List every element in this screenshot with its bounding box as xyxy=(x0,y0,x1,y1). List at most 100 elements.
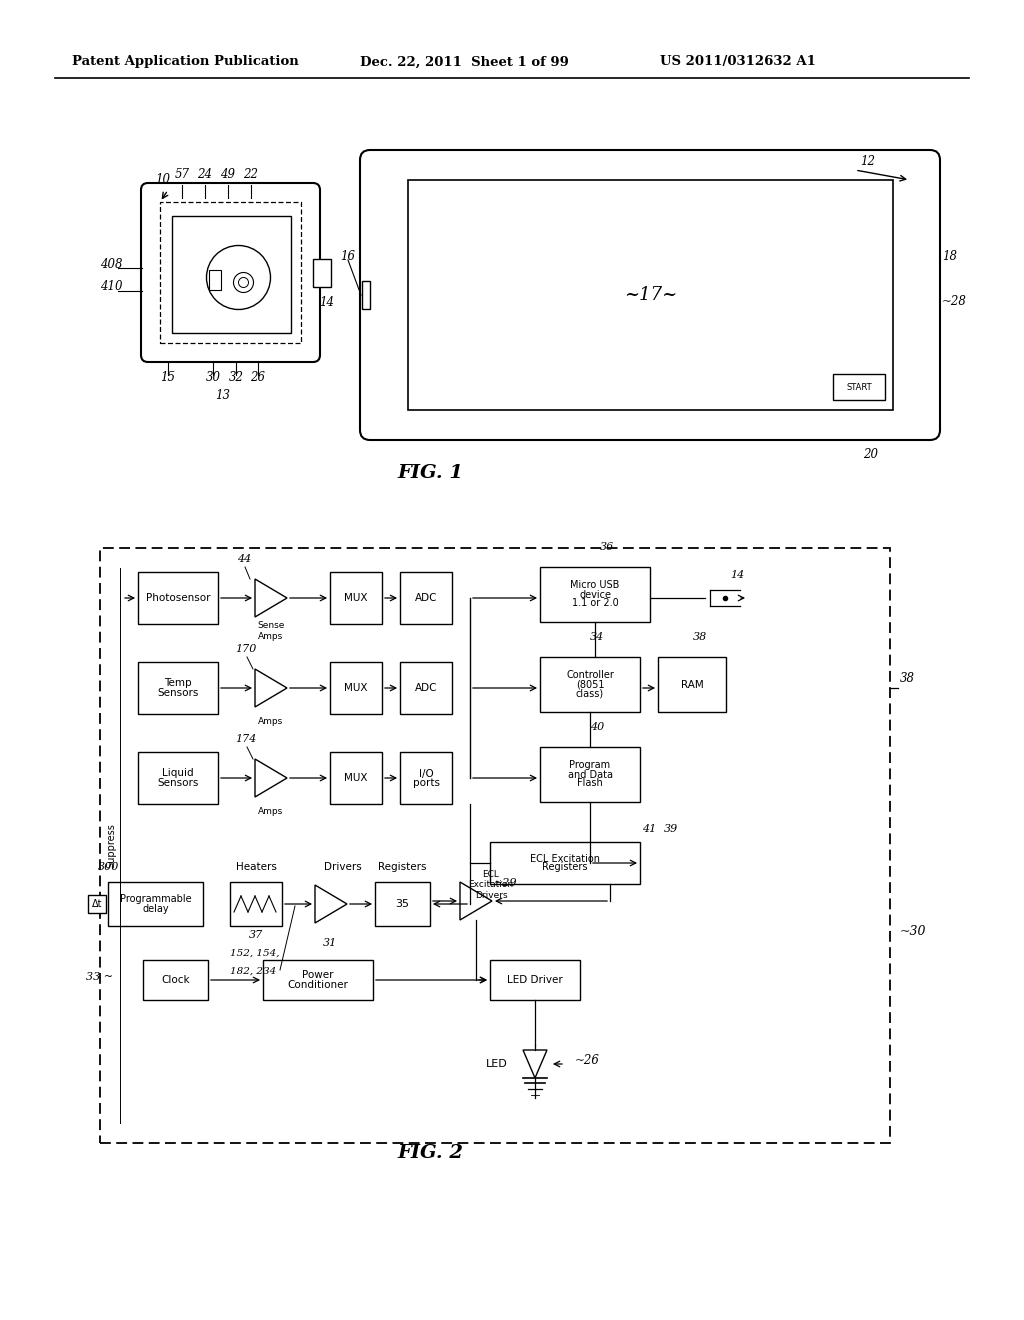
Bar xyxy=(400,663,452,714)
Text: Controller: Controller xyxy=(566,671,614,681)
Text: MUX: MUX xyxy=(344,774,368,783)
Text: 37: 37 xyxy=(249,931,263,940)
Text: FIG. 2: FIG. 2 xyxy=(397,1144,463,1162)
Text: Power: Power xyxy=(302,970,334,981)
Text: Δt: Δt xyxy=(92,899,102,909)
Text: Registers: Registers xyxy=(378,862,427,873)
Text: 33 ~: 33 ~ xyxy=(86,972,113,982)
Text: Heaters: Heaters xyxy=(236,862,276,873)
Text: Programmable: Programmable xyxy=(120,895,191,904)
Bar xyxy=(375,882,430,927)
Text: Flash: Flash xyxy=(578,779,603,788)
Text: 32: 32 xyxy=(228,371,244,384)
Text: 15: 15 xyxy=(161,371,175,384)
Text: Clock: Clock xyxy=(161,975,189,985)
Polygon shape xyxy=(315,884,347,923)
Text: ECL Excitation: ECL Excitation xyxy=(530,854,600,863)
Text: Temp: Temp xyxy=(164,678,191,689)
Bar xyxy=(400,752,452,804)
Text: LED: LED xyxy=(486,1059,508,1069)
Text: FIG. 1: FIG. 1 xyxy=(397,465,463,482)
Text: Amps: Amps xyxy=(258,717,284,726)
Bar xyxy=(490,842,640,884)
Text: 41: 41 xyxy=(642,824,656,834)
Bar xyxy=(100,548,890,1143)
Text: Amps: Amps xyxy=(258,807,284,816)
Text: Sensors: Sensors xyxy=(158,688,199,697)
Text: 16: 16 xyxy=(340,249,355,263)
Text: ~29: ~29 xyxy=(494,878,517,888)
Text: Dec. 22, 2011  Sheet 1 of 99: Dec. 22, 2011 Sheet 1 of 99 xyxy=(360,55,569,69)
Bar xyxy=(540,747,640,803)
Text: 40: 40 xyxy=(590,722,604,733)
Bar xyxy=(490,960,580,1001)
Bar xyxy=(172,216,291,333)
Text: 34: 34 xyxy=(590,632,604,642)
Text: 14: 14 xyxy=(730,570,744,579)
Polygon shape xyxy=(255,759,287,797)
Bar xyxy=(408,180,893,411)
Text: class): class) xyxy=(575,689,604,698)
Bar xyxy=(138,572,218,624)
Text: Sensors: Sensors xyxy=(158,777,199,788)
Text: Program: Program xyxy=(569,760,610,771)
Polygon shape xyxy=(255,579,287,616)
Text: 152, 154,: 152, 154, xyxy=(230,949,280,958)
Text: 13: 13 xyxy=(215,389,230,403)
Bar xyxy=(160,202,301,343)
Bar xyxy=(138,752,218,804)
Polygon shape xyxy=(523,1049,547,1078)
Text: START: START xyxy=(846,383,871,392)
Text: 39: 39 xyxy=(664,824,678,834)
Text: 174: 174 xyxy=(234,734,256,744)
Bar xyxy=(313,259,331,286)
Text: I/O: I/O xyxy=(419,768,433,779)
Text: ~28: ~28 xyxy=(942,294,967,308)
Text: ~17~: ~17~ xyxy=(624,286,677,304)
Bar xyxy=(330,572,382,624)
Bar xyxy=(400,572,452,624)
Text: 30: 30 xyxy=(206,371,220,384)
Text: 31: 31 xyxy=(323,939,337,948)
Bar xyxy=(833,374,885,400)
Text: and Data: and Data xyxy=(567,770,612,780)
Text: 10: 10 xyxy=(155,173,170,186)
Text: 14: 14 xyxy=(319,297,335,309)
Text: Suppress: Suppress xyxy=(106,824,116,869)
Bar xyxy=(138,663,218,714)
Text: Conditioner: Conditioner xyxy=(288,979,348,990)
Text: 22: 22 xyxy=(244,168,258,181)
Text: 57: 57 xyxy=(174,168,189,181)
Text: (8051: (8051 xyxy=(575,680,604,689)
Text: delay: delay xyxy=(142,903,169,913)
Text: LED Driver: LED Driver xyxy=(507,975,563,985)
Text: Micro USB: Micro USB xyxy=(570,581,620,590)
Text: Photosensor: Photosensor xyxy=(145,593,210,603)
Text: 18: 18 xyxy=(942,249,957,263)
Text: Patent Application Publication: Patent Application Publication xyxy=(72,55,299,69)
Text: MUX: MUX xyxy=(344,682,368,693)
Text: ~26: ~26 xyxy=(575,1053,600,1067)
Bar xyxy=(209,269,220,289)
Bar xyxy=(108,882,203,927)
Bar xyxy=(540,657,640,711)
Text: 1.1 or 2.0: 1.1 or 2.0 xyxy=(571,598,618,609)
Text: Drivers: Drivers xyxy=(324,862,361,873)
Text: 24: 24 xyxy=(198,168,213,181)
Bar xyxy=(330,663,382,714)
Bar xyxy=(263,960,373,1001)
Bar xyxy=(540,568,650,622)
Text: 38: 38 xyxy=(900,672,915,685)
Polygon shape xyxy=(460,882,492,920)
Text: 36: 36 xyxy=(600,543,614,552)
Bar xyxy=(88,895,106,913)
Text: ~30: ~30 xyxy=(900,925,927,937)
Text: 26: 26 xyxy=(251,371,265,384)
Text: 182, 234: 182, 234 xyxy=(230,968,276,975)
Text: Liquid: Liquid xyxy=(162,768,194,779)
Text: RAM: RAM xyxy=(681,680,703,689)
Bar xyxy=(230,882,282,927)
Text: ports: ports xyxy=(413,777,439,788)
Bar xyxy=(658,657,726,711)
Bar xyxy=(362,281,370,309)
